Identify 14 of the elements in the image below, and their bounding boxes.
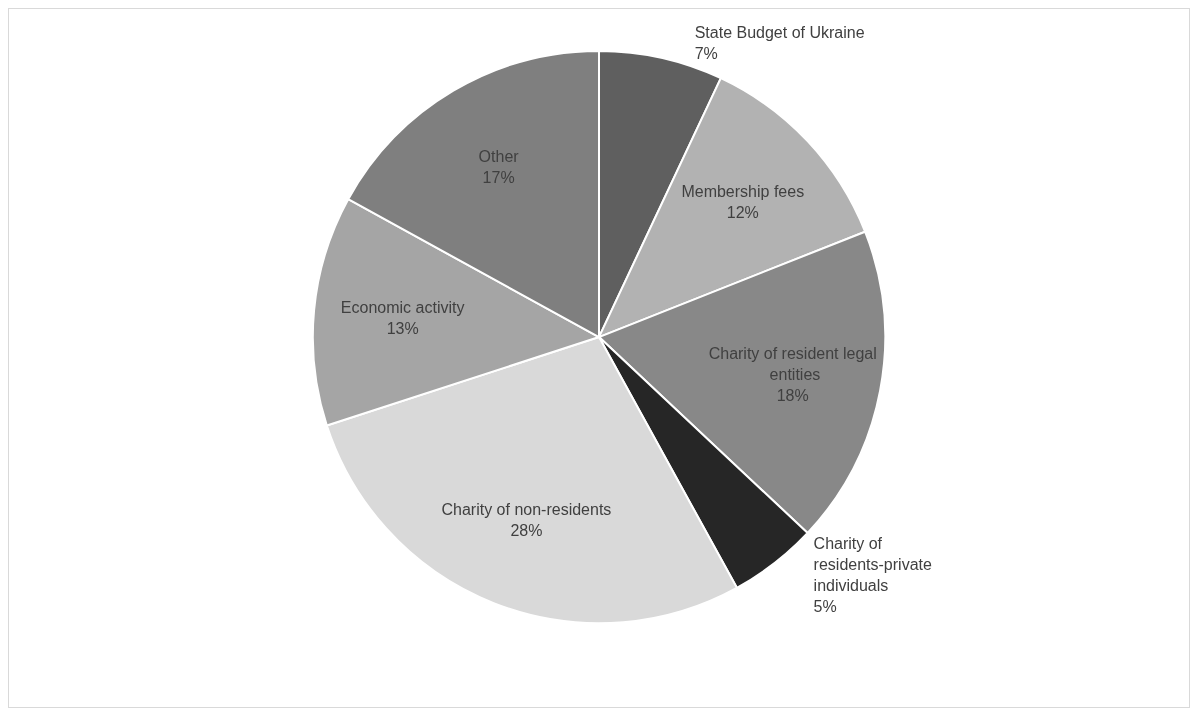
data-label: 28%	[510, 522, 543, 540]
slice-label: Charity of residents-private individuals	[813, 535, 937, 595]
slice-label: Economic activity	[340, 299, 465, 317]
slice-label: Charity of resident legal entities	[708, 344, 877, 383]
data-label: 17%	[482, 169, 515, 187]
slice-label: Charity of non-residents	[441, 501, 612, 519]
slice-label: Membership fees	[681, 183, 805, 201]
data-label: 7%	[694, 45, 718, 63]
data-label: 18%	[776, 386, 809, 404]
slice-label: Other	[478, 148, 520, 166]
slice-label: State Budget of Ukraine	[694, 24, 865, 42]
data-label: 12%	[726, 204, 759, 222]
data-label: 5%	[813, 598, 837, 616]
data-label: 13%	[386, 320, 419, 338]
